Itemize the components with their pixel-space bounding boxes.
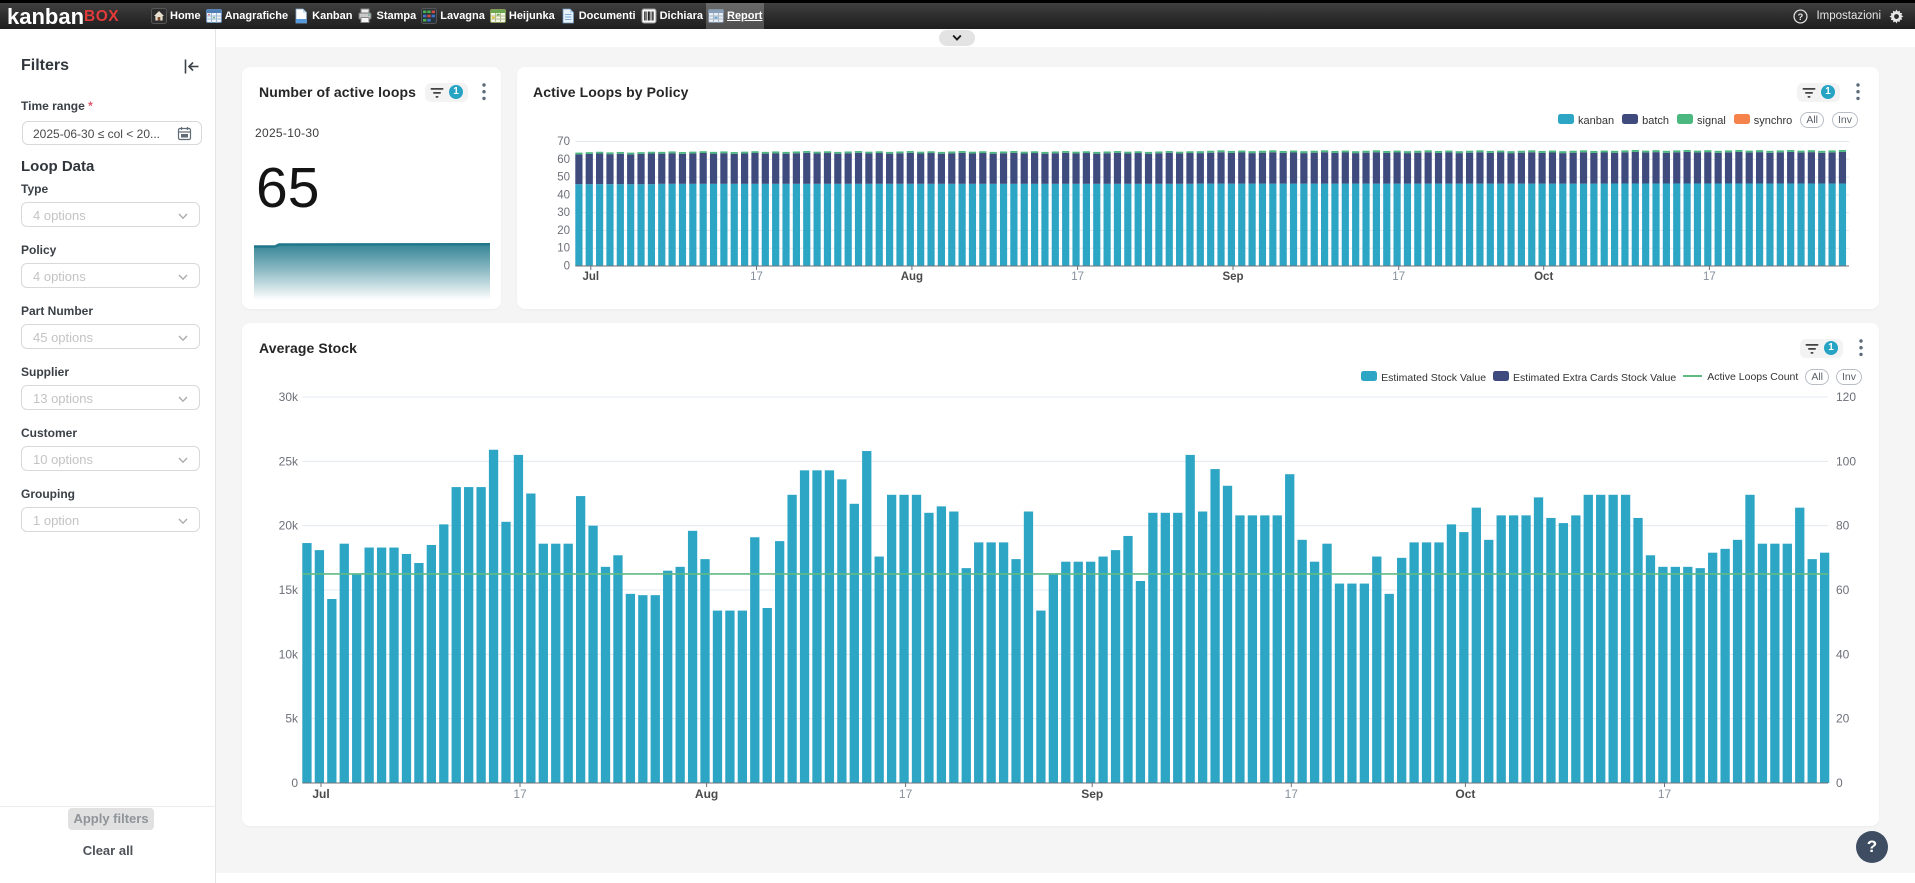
svg-text:Sep: Sep: [1222, 271, 1243, 283]
svg-text:5k: 5k: [285, 712, 299, 726]
svg-text:17: 17: [899, 787, 913, 801]
svg-text:70: 70: [557, 136, 570, 148]
svg-text:17: 17: [1071, 271, 1084, 283]
svg-text:17: 17: [1703, 271, 1716, 283]
svg-text:25k: 25k: [279, 454, 299, 468]
svg-text:0: 0: [564, 261, 570, 273]
svg-text:17: 17: [1285, 787, 1299, 801]
svg-text:10k: 10k: [279, 647, 299, 661]
svg-text:17: 17: [1392, 271, 1405, 283]
svg-text:40: 40: [1836, 647, 1850, 661]
svg-text:Jul: Jul: [312, 787, 329, 801]
svg-text:Jul: Jul: [582, 271, 599, 283]
svg-text:0: 0: [291, 776, 298, 790]
svg-text:50: 50: [557, 172, 570, 184]
svg-text:80: 80: [1836, 519, 1850, 533]
svg-text:20k: 20k: [279, 519, 299, 533]
svg-text:15k: 15k: [279, 583, 299, 597]
svg-text:?: ?: [1798, 11, 1804, 21]
svg-text:0: 0: [1836, 776, 1843, 790]
svg-text:60: 60: [557, 154, 570, 166]
svg-text:Oct: Oct: [1534, 271, 1553, 283]
svg-text:17: 17: [750, 271, 763, 283]
svg-text:20: 20: [557, 225, 570, 237]
svg-text:Sep: Sep: [1081, 787, 1103, 801]
svg-text:120: 120: [1836, 390, 1856, 404]
svg-text:10: 10: [557, 243, 570, 255]
svg-text:100: 100: [1836, 454, 1856, 468]
svg-text:60: 60: [1836, 583, 1850, 597]
svg-text:40: 40: [557, 189, 570, 201]
svg-text:Aug: Aug: [695, 787, 718, 801]
svg-text:30: 30: [557, 207, 570, 219]
svg-text:17: 17: [1658, 787, 1672, 801]
svg-text:Aug: Aug: [901, 271, 923, 283]
svg-text:Oct: Oct: [1455, 787, 1475, 801]
svg-text:30k: 30k: [279, 390, 299, 404]
svg-text:17: 17: [513, 787, 527, 801]
svg-text:20: 20: [1836, 712, 1850, 726]
